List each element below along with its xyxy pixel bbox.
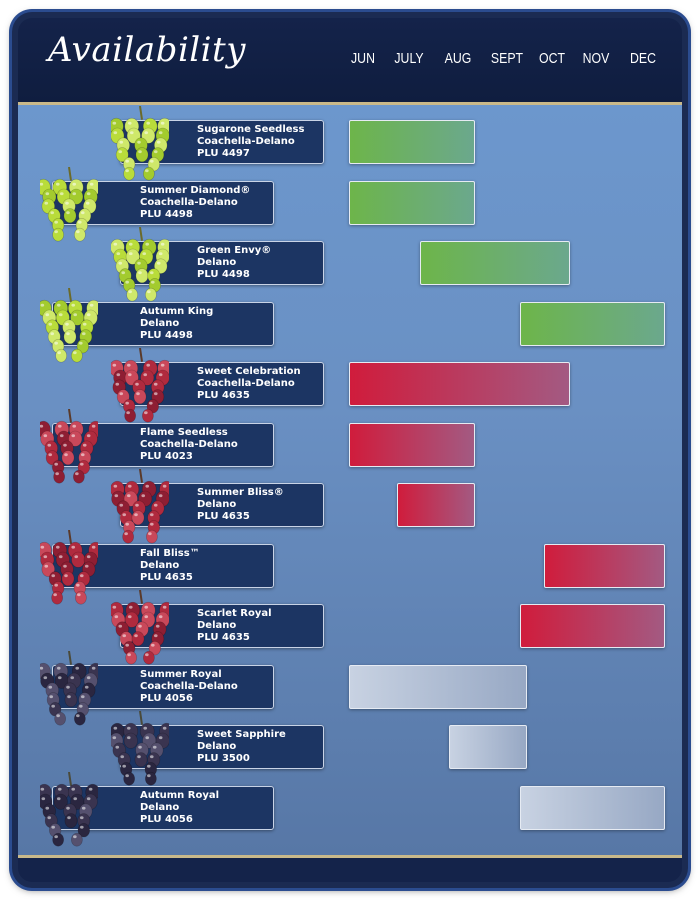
grape-cluster-icon: [40, 166, 98, 241]
variety-plu: PLU 4635: [197, 511, 250, 522]
grape-cluster-icon: [111, 711, 169, 786]
availability-bar: [420, 241, 570, 285]
page-title: Availability: [48, 30, 246, 70]
variety-name: Fall Bliss™: [140, 547, 200, 559]
grape-cluster-icon: [40, 650, 98, 725]
variety-region: Coachella-Delano: [140, 680, 238, 692]
variety-name: Summer Royal: [140, 668, 222, 680]
availability-bar: [544, 543, 666, 588]
variety-region: Coachella-Delano: [197, 378, 295, 389]
variety-plu: PLU 4635: [140, 571, 193, 583]
grape-cluster-icon: [40, 529, 98, 604]
grape-cluster-icon: [40, 287, 98, 362]
grape-cluster-icon: [111, 590, 169, 665]
variety-region: Delano: [140, 559, 180, 571]
availability-bar: [349, 120, 475, 164]
header-band: Availability JUN JULY AUG SEPT OCT NOV DEC: [18, 18, 682, 102]
month-label-nov: NOV: [582, 50, 610, 67]
header-divider: [18, 102, 682, 105]
availability-chart: Sugarone Seedless Coachella-Delano PLU 449…: [12, 12, 688, 888]
variety-plu: PLU 4635: [197, 632, 250, 643]
variety-name: Autumn Royal: [140, 789, 220, 801]
variety-name: Scarlet Royal: [197, 608, 272, 619]
variety-name: Sweet Sapphire: [197, 729, 286, 740]
grape-cluster-icon: [111, 469, 169, 544]
variety-region: Delano: [140, 801, 180, 813]
availability-bar: [520, 785, 666, 830]
variety-name: Autumn King: [140, 305, 214, 317]
variety-name: Summer Diamond®: [140, 184, 251, 196]
variety-plu: PLU 4498: [140, 329, 193, 341]
variety-name: Sugarone Seedless: [197, 124, 305, 135]
availability-bar: [349, 180, 475, 225]
month-label-dec: DEC: [630, 50, 656, 67]
variety-plu: PLU 4498: [140, 208, 193, 220]
variety-plu: PLU 4056: [140, 813, 193, 825]
variety-name: Summer Bliss®: [197, 487, 284, 498]
availability-bar: [349, 362, 570, 406]
month-label-oct: OCT: [539, 50, 565, 67]
chart-frame: Availability JUN JULY AUG SEPT OCT NOV DEC Sug…: [12, 12, 688, 888]
availability-bar: [349, 422, 475, 467]
grape-cluster-icon: [40, 771, 98, 846]
month-label-july: JULY: [394, 50, 424, 67]
footer-divider: [18, 855, 682, 858]
footer-band: [18, 858, 682, 882]
month-label-aug: AUG: [444, 50, 472, 67]
variety-plu: PLU 4498: [197, 269, 250, 280]
variety-region: Delano: [197, 620, 237, 631]
grape-cluster-icon: [40, 408, 98, 483]
grape-cluster-icon: [111, 227, 169, 302]
variety-region: Delano: [197, 257, 237, 268]
variety-plu: PLU 3500: [197, 753, 250, 764]
variety-plu: PLU 4023: [140, 450, 193, 462]
availability-bar: [349, 664, 528, 709]
grape-cluster-icon: [111, 348, 169, 423]
variety-plu: PLU 4497: [197, 148, 250, 159]
variety-region: Coachella-Delano: [197, 136, 295, 147]
variety-name: Sweet Celebration: [197, 366, 301, 377]
variety-region: Coachella-Delano: [140, 438, 238, 450]
variety-name: Green Envy®: [197, 245, 272, 256]
availability-bar: [520, 301, 666, 346]
variety-plu: PLU 4056: [140, 692, 193, 704]
availability-bar: [448, 725, 528, 769]
month-label-sept: SEPT: [490, 50, 524, 67]
availability-bar: [396, 483, 475, 527]
variety-region: Delano: [197, 741, 237, 752]
variety-plu: PLU 4635: [197, 390, 250, 401]
month-label-jun: JUN: [351, 50, 375, 67]
variety-region: Delano: [197, 499, 237, 510]
grape-cluster-icon: [111, 106, 169, 181]
variety-region: Coachella-Delano: [140, 196, 238, 208]
availability-bar: [520, 604, 666, 648]
variety-region: Delano: [140, 317, 180, 329]
variety-name: Flame Seedless: [140, 426, 228, 438]
